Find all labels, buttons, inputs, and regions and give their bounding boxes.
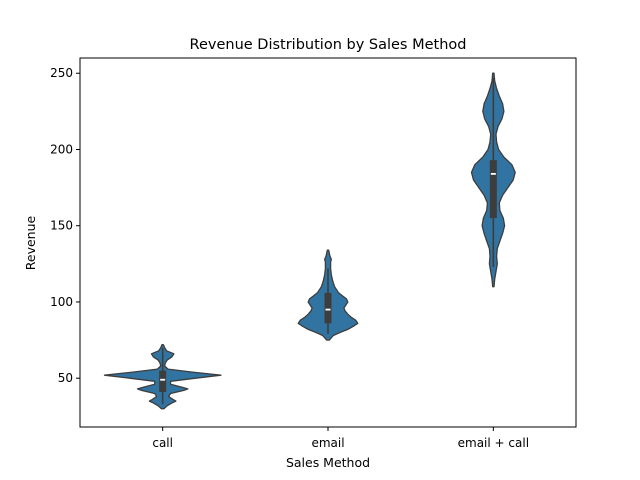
y-tick-label: 200	[50, 142, 73, 156]
x-tick-label: call	[152, 436, 173, 450]
violin-iqr-box	[324, 292, 332, 324]
y-tick-label: 100	[50, 295, 73, 309]
plot-frame	[79, 57, 577, 428]
x-tick-label: email + call	[458, 436, 529, 450]
chart-title: Revenue Distribution by Sales Method	[190, 37, 467, 53]
y-tick-label: 250	[50, 66, 73, 80]
violins-group	[103, 72, 516, 410]
x-axis-label: Sales Method	[286, 455, 370, 470]
y-axis-label: Revenue	[23, 215, 38, 270]
violin-iqr-box	[489, 160, 497, 219]
y-tick-label: 50	[58, 371, 73, 385]
x-tick-label: email	[311, 436, 344, 450]
axis-ticks: 50 100 150 200 250 call email email + call	[50, 66, 529, 450]
violin-iqr-box	[159, 370, 167, 392]
y-tick-label: 150	[50, 219, 73, 233]
